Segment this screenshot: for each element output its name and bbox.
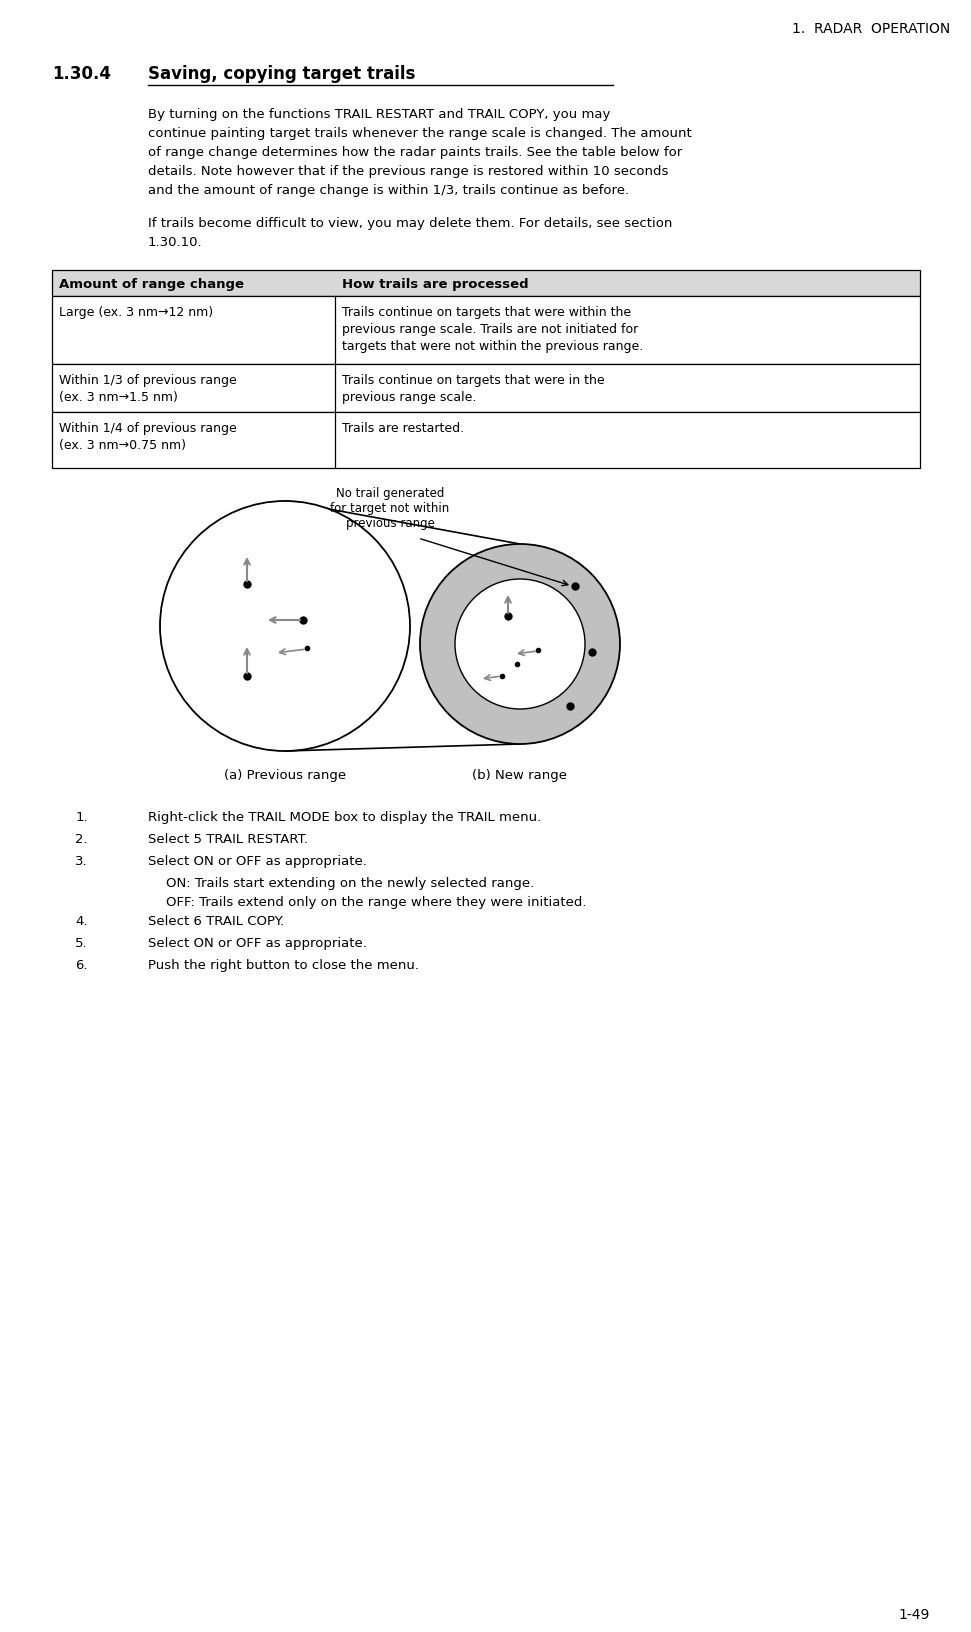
Text: Large (ex. 3 nm→12 nm): Large (ex. 3 nm→12 nm): [59, 305, 213, 318]
Text: How trails are processed: How trails are processed: [342, 277, 528, 290]
Text: 1.  RADAR  OPERATION: 1. RADAR OPERATION: [791, 21, 950, 36]
Text: previous range scale.: previous range scale.: [342, 390, 477, 403]
Text: previous range scale. Trails are not initiated for: previous range scale. Trails are not ini…: [342, 323, 638, 336]
Text: Push the right button to close the menu.: Push the right button to close the menu.: [148, 958, 419, 971]
Text: Within 1/3 of previous range: Within 1/3 of previous range: [59, 374, 237, 387]
Text: (a) Previous range: (a) Previous range: [224, 769, 346, 782]
Text: and the amount of range change is within 1/3, trails continue as before.: and the amount of range change is within…: [148, 184, 629, 197]
Text: 6.: 6.: [76, 958, 88, 971]
Text: continue painting target trails whenever the range scale is changed. The amount: continue painting target trails whenever…: [148, 127, 691, 140]
Bar: [52, 366, 920, 413]
Text: 1.30.4: 1.30.4: [52, 65, 111, 83]
Text: 1.30.10.: 1.30.10.: [148, 237, 203, 248]
Bar: [52, 413, 920, 468]
Text: Trails continue on targets that were in the: Trails continue on targets that were in …: [342, 374, 605, 387]
Text: (b) New range: (b) New range: [473, 769, 567, 782]
Text: 3.: 3.: [76, 855, 88, 868]
Bar: [52, 271, 920, 297]
Text: Trails continue on targets that were within the: Trails continue on targets that were wit…: [342, 305, 631, 318]
Bar: [52, 297, 920, 366]
Text: Select ON or OFF as appropriate.: Select ON or OFF as appropriate.: [148, 855, 367, 868]
Text: details. Note however that if the previous range is restored within 10 seconds: details. Note however that if the previo…: [148, 165, 668, 178]
Text: If trails become difficult to view, you may delete them. For details, see sectio: If trails become difficult to view, you …: [148, 217, 672, 230]
Ellipse shape: [455, 579, 585, 710]
Text: Right-click the TRAIL MODE box to display the TRAIL menu.: Right-click the TRAIL MODE box to displa…: [148, 811, 541, 824]
Text: Within 1/4 of previous range: Within 1/4 of previous range: [59, 421, 237, 434]
Text: 5.: 5.: [76, 937, 88, 950]
Text: Select 6 TRAIL COPY.: Select 6 TRAIL COPY.: [148, 914, 285, 927]
Text: 4.: 4.: [76, 914, 88, 927]
Text: OFF: Trails extend only on the range where they were initiated.: OFF: Trails extend only on the range whe…: [166, 896, 586, 909]
Text: 2.: 2.: [76, 832, 88, 845]
Text: Select 5 TRAIL RESTART.: Select 5 TRAIL RESTART.: [148, 832, 308, 845]
Text: of range change determines how the radar paints trails. See the table below for: of range change determines how the radar…: [148, 145, 683, 158]
Text: Trails are restarted.: Trails are restarted.: [342, 421, 464, 434]
Ellipse shape: [160, 501, 410, 752]
Text: By turning on the functions TRAIL RESTART and TRAIL COPY, you may: By turning on the functions TRAIL RESTAR…: [148, 108, 611, 121]
Text: targets that were not within the previous range.: targets that were not within the previou…: [342, 339, 643, 353]
Text: ON: Trails start extending on the newly selected range.: ON: Trails start extending on the newly …: [166, 876, 534, 889]
Text: Select ON or OFF as appropriate.: Select ON or OFF as appropriate.: [148, 937, 367, 950]
Text: Saving, copying target trails: Saving, copying target trails: [148, 65, 416, 83]
Ellipse shape: [420, 545, 620, 744]
Text: 1-49: 1-49: [898, 1608, 930, 1621]
Text: 1.: 1.: [76, 811, 88, 824]
Text: (ex. 3 nm→0.75 nm): (ex. 3 nm→0.75 nm): [59, 439, 186, 452]
Text: No trail generated
for target not within
previous range: No trail generated for target not within…: [330, 486, 450, 530]
Text: (ex. 3 nm→1.5 nm): (ex. 3 nm→1.5 nm): [59, 390, 178, 403]
Text: Amount of range change: Amount of range change: [59, 277, 244, 290]
